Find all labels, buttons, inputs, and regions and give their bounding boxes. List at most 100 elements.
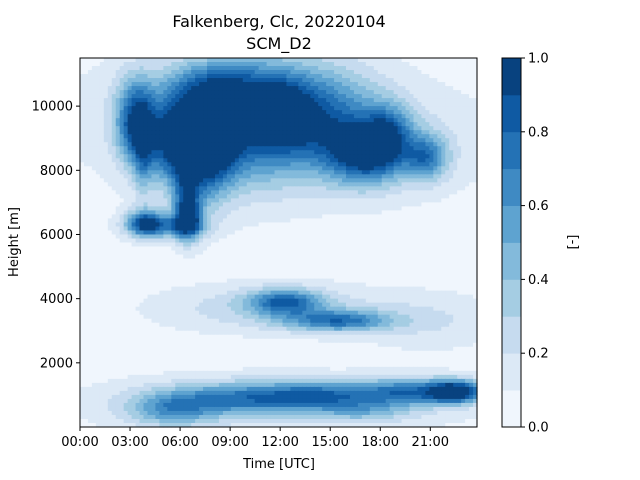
contour-cell <box>290 186 295 191</box>
contour-cell <box>123 150 129 155</box>
contour-cell <box>310 218 315 224</box>
contour-cell <box>107 150 113 155</box>
contour-cell <box>365 114 371 119</box>
contour-cell <box>421 178 426 183</box>
contour-cell <box>429 106 434 111</box>
contour-cell <box>425 206 430 212</box>
contour-cell <box>203 250 208 256</box>
contour-cell <box>457 154 462 159</box>
contour-cell <box>294 170 299 175</box>
contour-cell <box>258 122 264 127</box>
contour-cell <box>338 74 343 79</box>
contour-cell <box>421 186 426 191</box>
contour-cell <box>449 182 454 187</box>
contour-cell <box>318 234 323 240</box>
contour-cell <box>234 222 240 228</box>
contour-cell <box>266 174 272 179</box>
contour-cell <box>163 174 168 179</box>
contour-cell <box>155 238 160 244</box>
contour-cell <box>222 138 228 143</box>
contour-cell <box>389 130 395 135</box>
contour-cell <box>207 254 212 260</box>
contour-cell <box>401 162 407 167</box>
contour-cell <box>294 138 299 143</box>
contour-cell <box>119 238 125 244</box>
contour-cell <box>441 254 446 260</box>
contour-cell <box>226 114 232 119</box>
contour-cell <box>195 222 200 228</box>
contour-cell <box>389 86 395 91</box>
contour-cell <box>258 222 264 228</box>
contour-cell <box>103 62 109 67</box>
contour-cell <box>425 138 430 143</box>
contour-cell <box>369 82 375 87</box>
contour-cell <box>151 82 157 87</box>
contour-cell <box>91 78 97 83</box>
contour-cell <box>441 238 446 244</box>
contour-cell <box>425 62 430 67</box>
contour-cell <box>405 142 411 147</box>
contour-cell <box>330 242 335 248</box>
contour-cell <box>318 102 323 107</box>
contour-cell <box>246 118 252 123</box>
contour-cell <box>199 78 204 83</box>
contour-cell <box>207 86 212 91</box>
contour-cell <box>314 194 319 199</box>
contour-cell <box>83 162 89 167</box>
contour-cell <box>131 70 137 75</box>
contour-cell <box>334 102 339 107</box>
contour-cell <box>175 74 180 79</box>
contour-cell <box>135 174 141 179</box>
contour-cell <box>298 214 303 220</box>
contour-cell <box>183 122 188 127</box>
contour-cell <box>131 126 137 131</box>
contour-cell <box>195 254 200 260</box>
contour-cell <box>457 110 462 115</box>
contour-cell <box>437 122 442 127</box>
contour-cell <box>353 134 359 139</box>
contour-cell <box>211 198 216 203</box>
contour-cell <box>286 170 292 175</box>
contour-cell <box>461 166 466 171</box>
contour-cell <box>310 98 315 103</box>
contour-cell <box>282 86 288 91</box>
contour-cell <box>322 158 327 163</box>
contour-cell <box>187 86 192 91</box>
contour-cell <box>83 130 89 135</box>
contour-cell <box>381 74 387 79</box>
contour-cell <box>322 86 327 91</box>
contour-cell <box>119 194 125 199</box>
contour-cell <box>437 110 442 115</box>
contour-cell <box>377 78 383 83</box>
contour-cell <box>147 126 153 131</box>
contour-cell <box>353 90 359 95</box>
contour-cell <box>258 58 264 63</box>
contour-cell <box>155 174 160 179</box>
contour-cell <box>306 150 311 155</box>
contour-cell <box>171 162 176 167</box>
contour-cell <box>425 90 430 95</box>
contour-cell <box>373 78 379 83</box>
contour-cell <box>421 202 426 207</box>
contour-cell <box>203 166 208 171</box>
contour-cell <box>242 174 248 179</box>
contour-cell <box>274 142 280 147</box>
contour-cell <box>334 190 339 195</box>
contour-cell <box>99 170 105 175</box>
contour-cell <box>473 246 478 252</box>
contour-cell <box>167 158 172 163</box>
contour-cell <box>163 254 168 260</box>
contour-cell <box>234 82 240 87</box>
contour-cell <box>131 218 137 224</box>
contour-cell <box>417 142 423 147</box>
contour-cell <box>349 226 355 232</box>
contour-cell <box>107 210 113 216</box>
contour-cell <box>163 58 168 63</box>
contour-cell <box>250 158 256 163</box>
contour-cell <box>115 194 121 199</box>
contour-cell <box>242 242 248 248</box>
contour-cell <box>342 106 347 111</box>
contour-cell <box>433 90 438 95</box>
contour-cell <box>127 246 133 252</box>
contour-cell <box>159 234 164 240</box>
